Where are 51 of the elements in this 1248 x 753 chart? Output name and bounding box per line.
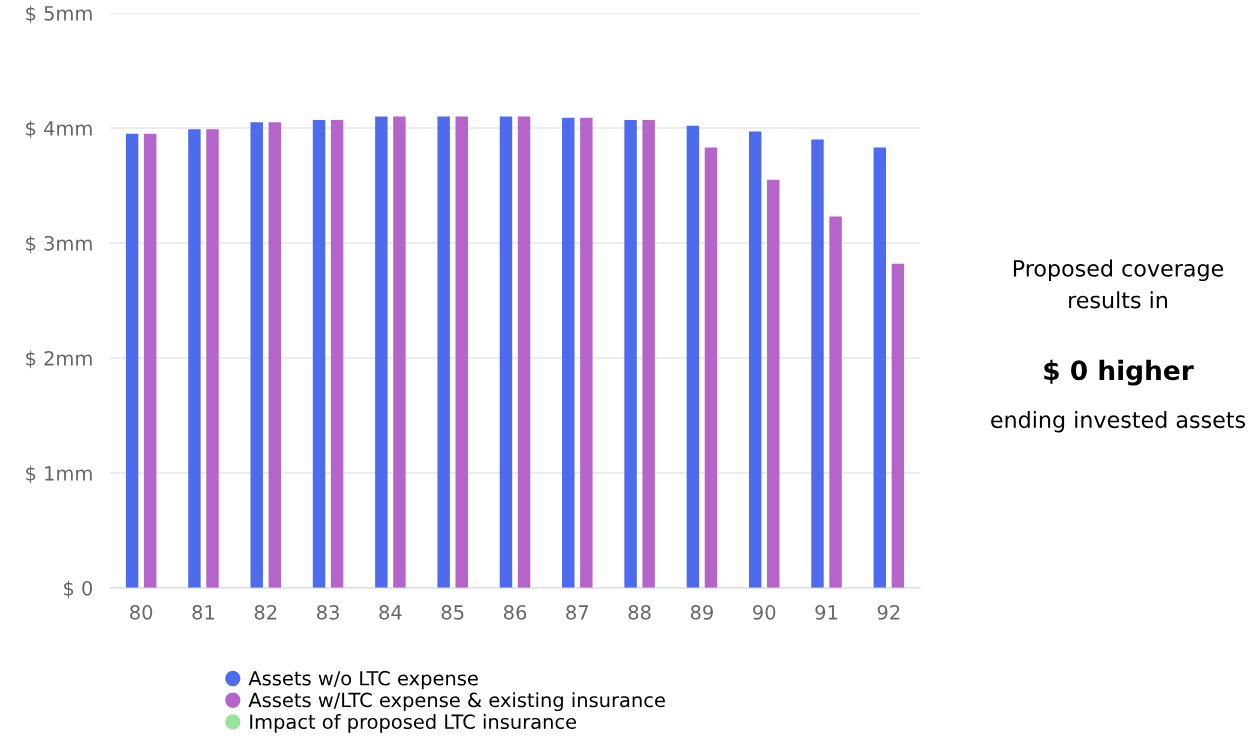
y-tick-label: $ 5mm [26, 5, 92, 24]
x-tick-label: 81 [192, 605, 215, 620]
bar [437, 116, 450, 588]
bar [250, 122, 263, 588]
bar [125, 133, 139, 588]
bar [330, 119, 344, 588]
y-tick-label: $ 1mm [26, 465, 92, 484]
x-tick-label: 82 [254, 605, 277, 620]
legend-label: Assets w/LTC expense & existing insurance [248, 692, 665, 712]
bar [686, 125, 700, 588]
bar [562, 117, 575, 588]
y-tick-label: $ 2mm [26, 350, 92, 369]
x-tick-label: 85 [441, 605, 464, 620]
bar [455, 116, 468, 588]
x-tick-label: 88 [628, 605, 651, 620]
bar [375, 116, 388, 588]
bar [206, 129, 219, 588]
bar [642, 119, 655, 588]
text: $ 0 higher [1044, 359, 1194, 386]
y-tick-label: $ 3mm [26, 235, 92, 254]
x-tick-label: 84 [379, 605, 402, 620]
bar [891, 263, 905, 588]
legend-label: Assets w/o LTC expense [248, 670, 478, 690]
bar [811, 139, 824, 588]
bar [704, 147, 718, 588]
x-tick-label: 87 [566, 605, 589, 620]
bar [517, 116, 531, 588]
x-tick-label: 89 [690, 605, 713, 620]
x-tick-label: 86 [503, 605, 527, 620]
text: ending invested assets [991, 410, 1246, 433]
x-tick-label: 90 [753, 605, 776, 620]
bar [499, 116, 513, 588]
bar [767, 179, 780, 588]
y-tick-label: $ 4mm [26, 120, 92, 139]
x-tick-label: 91 [815, 605, 838, 620]
bar [829, 216, 842, 588]
bar [748, 131, 762, 588]
text: Proposed coverage results in [1013, 259, 1224, 309]
bar [624, 119, 637, 588]
bar [268, 122, 282, 588]
bar [873, 147, 887, 588]
x-tick-label: 80 [130, 605, 153, 620]
bar [580, 117, 593, 588]
x-tick-label: 83 [317, 605, 339, 620]
bar [312, 119, 326, 588]
bar [143, 133, 157, 588]
bar [188, 129, 201, 588]
x-tick-label: 92 [877, 605, 900, 620]
legend-label: Impact of proposed LTC insurance [250, 714, 577, 733]
bar [393, 116, 406, 588]
y-tick-label: $ 0 [64, 580, 93, 599]
